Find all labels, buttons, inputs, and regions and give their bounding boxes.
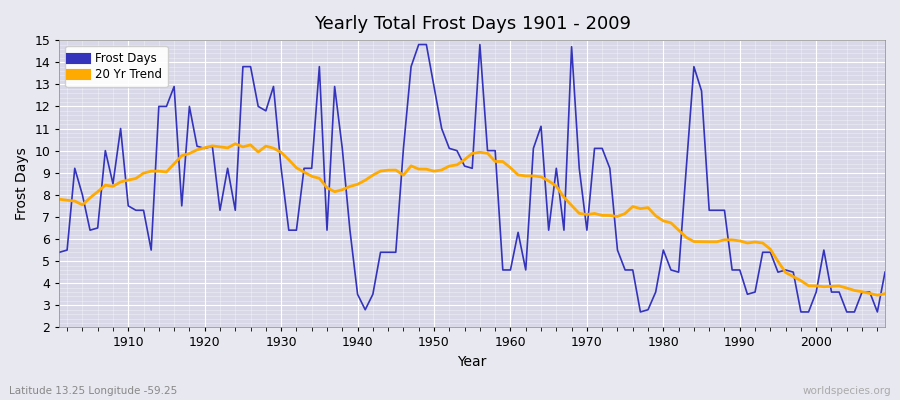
Frost Days <box>635 310 646 314</box>
Legend: Frost Days, 20 Yr Trend: Frost Days, 20 Yr Trend <box>66 46 167 87</box>
Frost Days <box>284 228 294 232</box>
Line: Frost Days: Frost Days <box>59 44 885 312</box>
Frost Days <box>505 268 516 272</box>
20 Yr Trend <box>54 197 65 202</box>
Frost Days <box>413 42 424 47</box>
20 Yr Trend <box>605 213 616 218</box>
Frost Days <box>115 126 126 131</box>
20 Yr Trend <box>291 166 302 170</box>
20 Yr Trend <box>230 141 240 146</box>
Frost Days <box>605 166 616 171</box>
20 Yr Trend <box>505 165 516 170</box>
20 Yr Trend <box>872 293 883 298</box>
20 Yr Trend <box>513 172 524 177</box>
X-axis label: Year: Year <box>457 355 487 369</box>
Frost Days <box>329 84 340 89</box>
Frost Days <box>879 270 890 274</box>
20 Yr Trend <box>879 291 890 296</box>
20 Yr Trend <box>115 180 126 184</box>
Frost Days <box>513 230 524 235</box>
Title: Yearly Total Frost Days 1901 - 2009: Yearly Total Frost Days 1901 - 2009 <box>314 15 631 33</box>
20 Yr Trend <box>337 187 347 192</box>
Frost Days <box>54 250 65 255</box>
Y-axis label: Frost Days: Frost Days <box>15 147 29 220</box>
Text: worldspecies.org: worldspecies.org <box>803 386 891 396</box>
Text: Latitude 13.25 Longitude -59.25: Latitude 13.25 Longitude -59.25 <box>9 386 177 396</box>
Line: 20 Yr Trend: 20 Yr Trend <box>59 144 885 295</box>
